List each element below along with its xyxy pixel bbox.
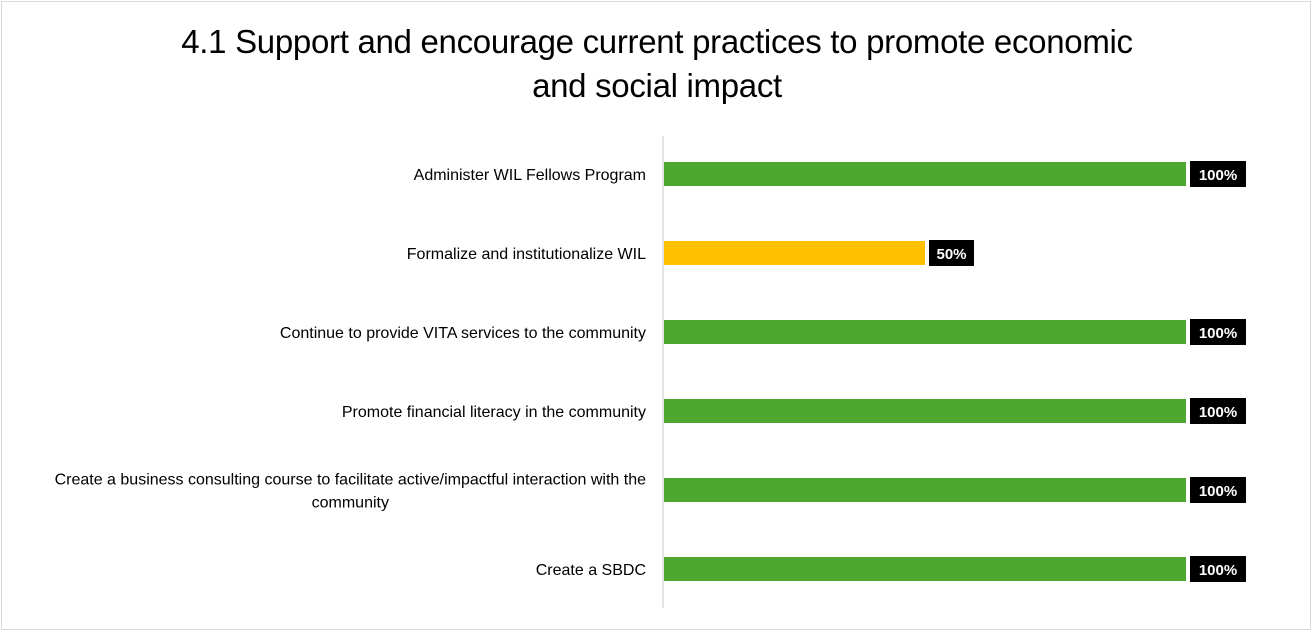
chart-title: 4.1 Support and encourage current practi…: [0, 20, 1314, 108]
chart-title-line-2: and social impact: [532, 67, 782, 104]
data-label-box-1: [1190, 161, 1246, 187]
data-label-1: 100%: [1199, 167, 1237, 184]
data-label-6: 100%: [1199, 562, 1237, 579]
data-label-box-2: [929, 240, 974, 266]
category-label-2: Formalize and institutionalize WIL: [407, 246, 646, 263]
category-label-5-line-2: community: [312, 495, 389, 512]
data-label-3: 100%: [1199, 325, 1237, 342]
data-label-box-4: [1190, 398, 1246, 424]
category-label-3: Continue to provide VITA services to the…: [280, 325, 646, 342]
bar-2: [664, 241, 925, 265]
bar-4: [664, 399, 1186, 423]
bar-1: [664, 162, 1186, 186]
category-label-4: Promote financial literacy in the commun…: [342, 404, 646, 421]
data-label-box-5: [1190, 477, 1246, 503]
data-label-box-6: [1190, 556, 1246, 582]
data-label-4: 100%: [1199, 404, 1237, 421]
category-label-6: Create a SBDC: [536, 562, 646, 579]
chart-title-line-1: 4.1 Support and encourage current practi…: [181, 23, 1133, 60]
data-label-box-3: [1190, 319, 1246, 345]
bar-6: [664, 557, 1186, 581]
bar-3: [664, 320, 1186, 344]
bar-5: [664, 478, 1186, 502]
category-label-5-line-1: Create a business consulting course to f…: [55, 472, 647, 489]
data-label-2: 50%: [936, 246, 966, 263]
category-label-1: Administer WIL Fellows Program: [414, 167, 646, 184]
data-label-5: 100%: [1199, 483, 1237, 500]
